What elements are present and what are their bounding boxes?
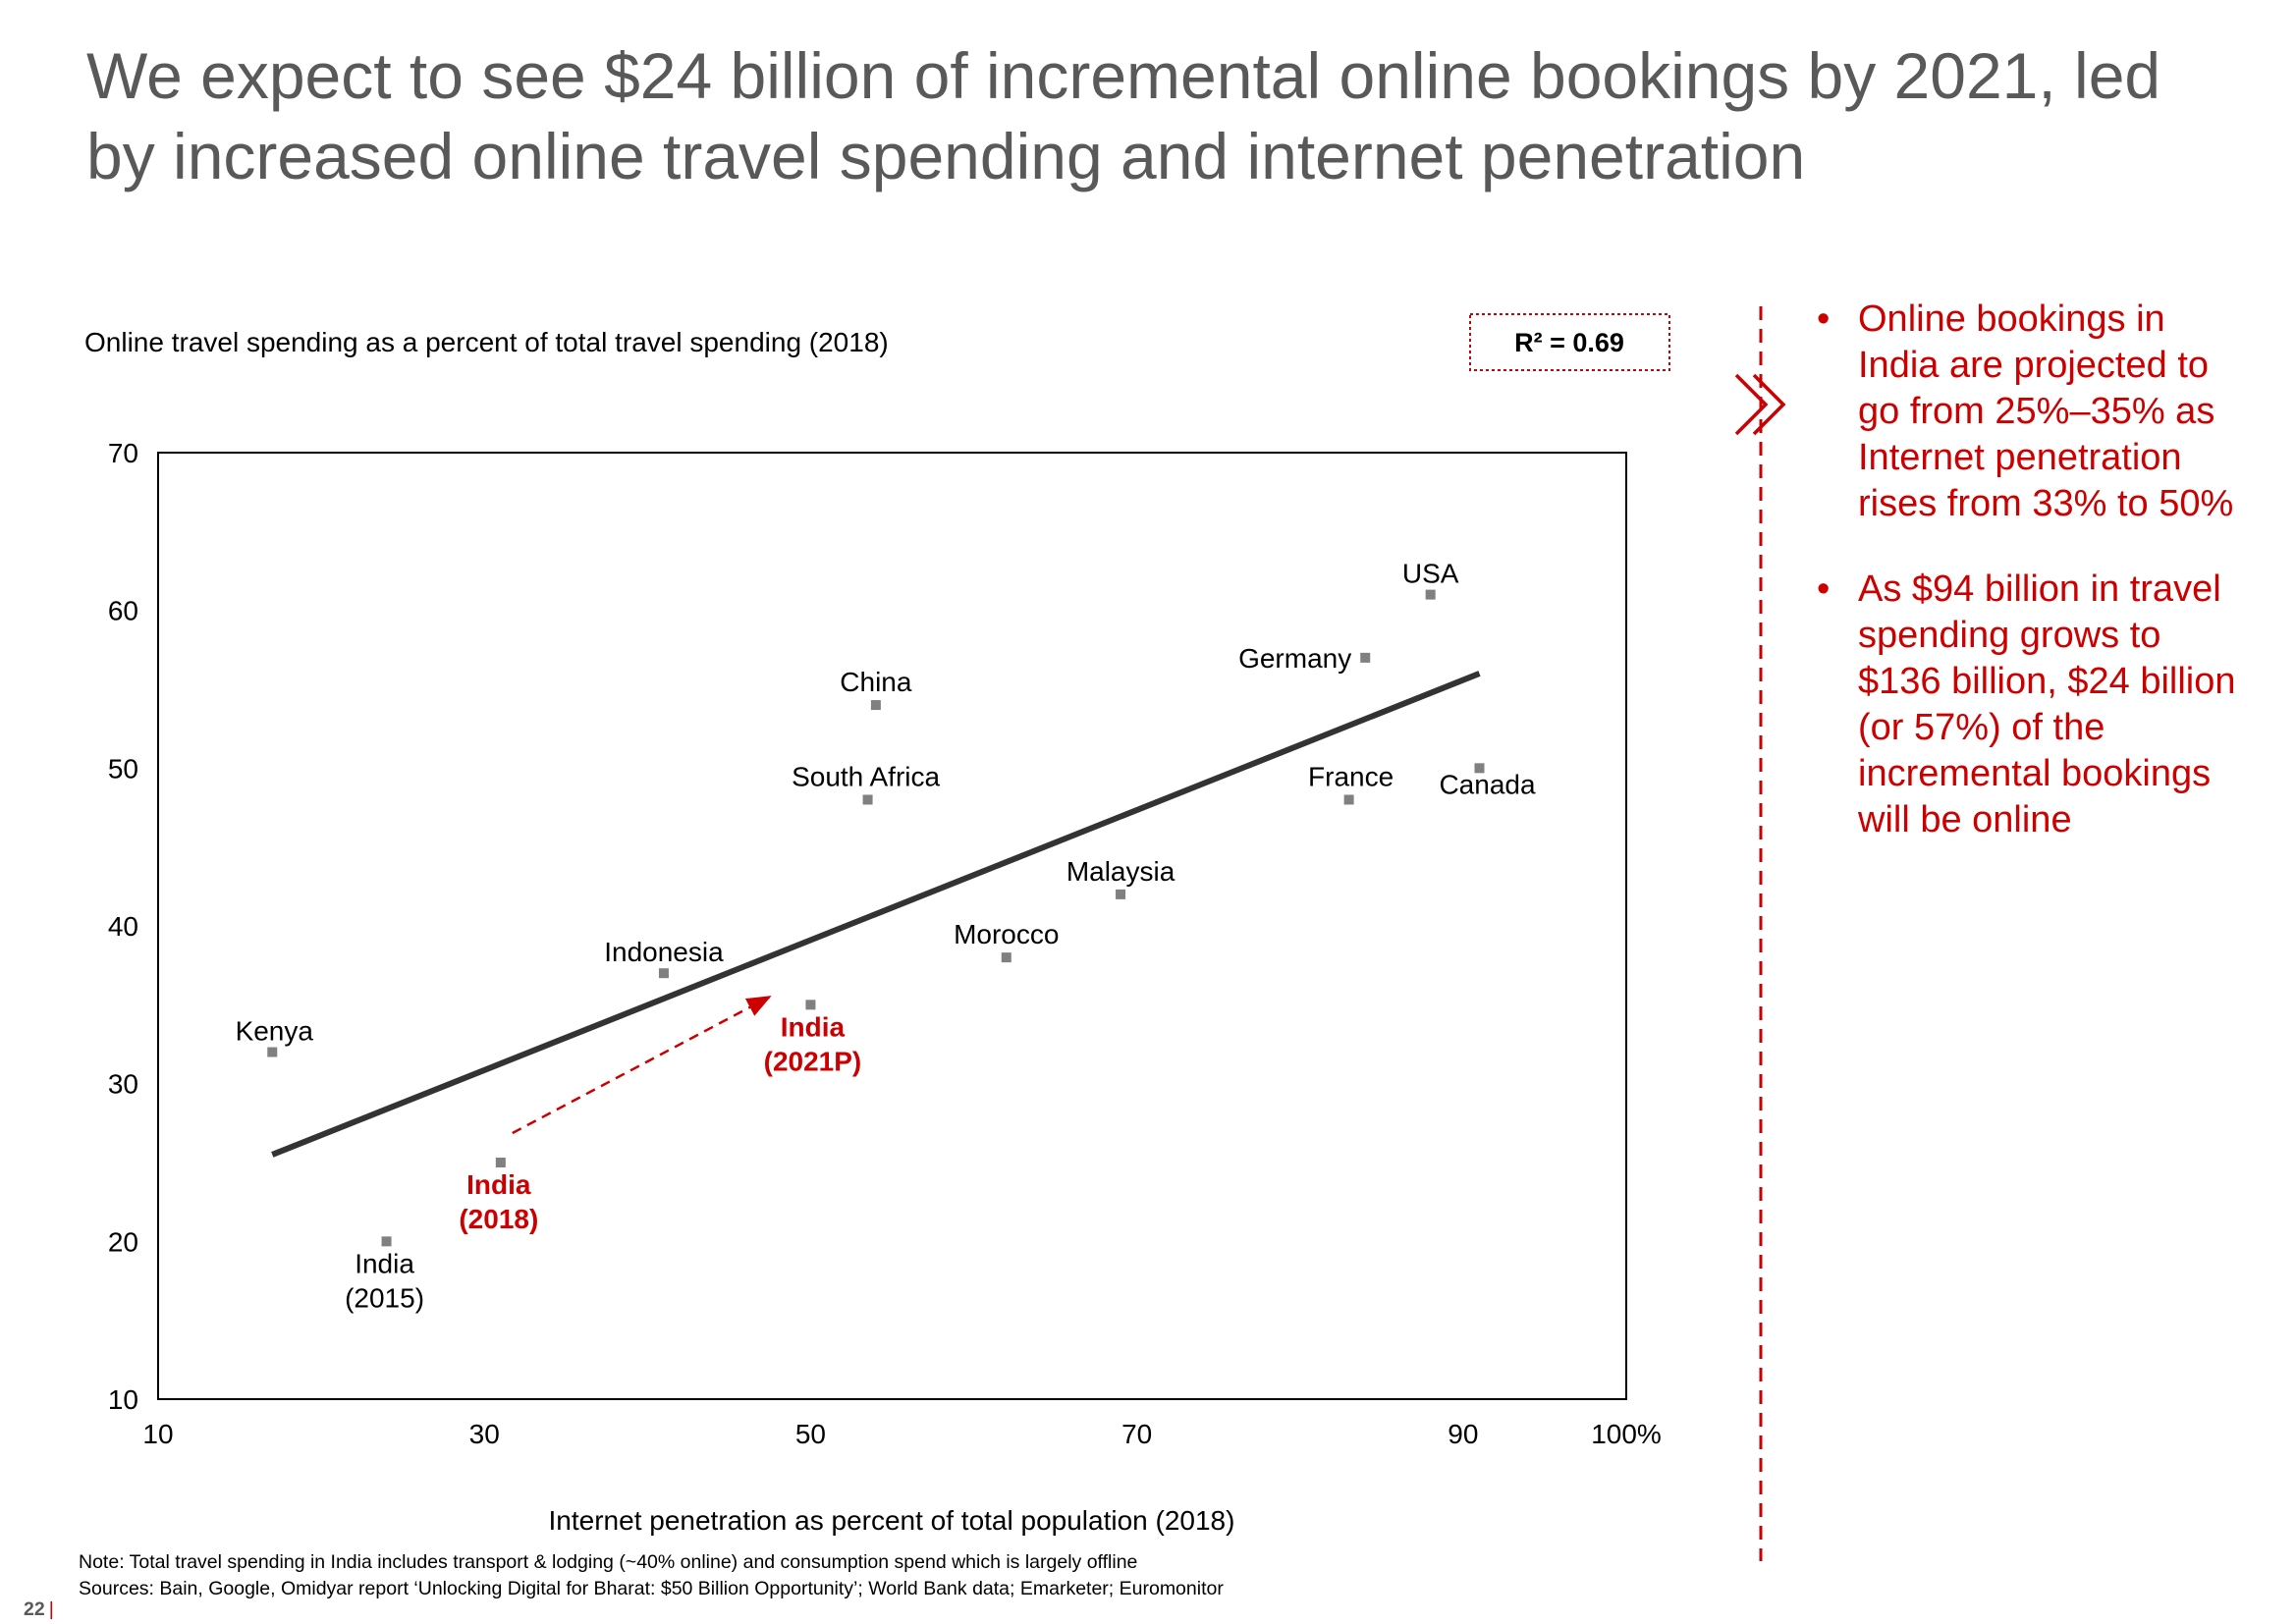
point-label: South Africa xyxy=(792,761,940,791)
x-tick-label: 70 xyxy=(1121,1419,1152,1449)
chart-title: Online travel spending as a percent of t… xyxy=(84,327,889,357)
x-axis-label: Internet penetration as percent of total… xyxy=(549,1505,1235,1536)
chevron-right-icon xyxy=(1734,373,1786,436)
point-marker xyxy=(267,1047,278,1057)
point-marker xyxy=(805,1000,816,1010)
insight-bullets: • Online bookings in India are projected… xyxy=(1817,297,2249,883)
scatter-point: Germany xyxy=(1238,643,1371,674)
bullet-item: • As $94 billion in travel spending grow… xyxy=(1817,567,2249,843)
point-label: India (2021P) xyxy=(764,1011,862,1076)
point-marker xyxy=(1360,652,1371,663)
data-points: Kenya India (2015) India (2018) Indonesia Indi… xyxy=(236,559,1536,1314)
point-label: Malaysia xyxy=(1066,856,1175,887)
point-label: India (2015) xyxy=(345,1248,424,1313)
y-tick-label: 70 xyxy=(108,438,138,468)
point-label: Indonesia xyxy=(604,937,724,967)
x-tick-label: 90 xyxy=(1448,1419,1478,1449)
point-marker xyxy=(1343,794,1354,805)
x-axis-ticks: 10 30 50 70 90 100% xyxy=(142,1419,1661,1449)
x-tick-label: 100% xyxy=(1591,1419,1662,1449)
point-label: Morocco xyxy=(954,919,1059,949)
page-number: 22 | xyxy=(24,1598,54,1621)
y-axis-ticks: 10 20 30 40 50 60 70 xyxy=(108,438,138,1415)
scatter-point: Indonesia xyxy=(604,937,724,979)
bullet-item: • Online bookings in India are projected… xyxy=(1817,297,2249,527)
footnotes: Note: Total travel spending in India inc… xyxy=(79,1549,1224,1602)
x-tick-label: 10 xyxy=(142,1419,173,1449)
bullet-dot: • xyxy=(1817,298,1831,340)
scatter-point: India (2015) xyxy=(345,1236,424,1313)
y-tick-label: 50 xyxy=(108,753,138,784)
point-label: India (2018) xyxy=(459,1169,538,1234)
point-marker xyxy=(1474,763,1485,774)
point-marker xyxy=(1425,589,1436,600)
point-label: Germany xyxy=(1238,643,1351,674)
scatter-point: Canada xyxy=(1439,763,1536,799)
y-tick-label: 40 xyxy=(108,911,138,942)
scatter-point: France xyxy=(1308,761,1394,805)
y-tick-label: 20 xyxy=(108,1226,138,1257)
point-marker xyxy=(658,968,669,979)
scatter-point: China xyxy=(840,667,912,711)
point-label: France xyxy=(1308,761,1394,791)
y-tick-label: 30 xyxy=(108,1069,138,1100)
note-text: Note: Total travel spending in India inc… xyxy=(79,1551,1138,1573)
scatter-point: India (2018) xyxy=(459,1158,538,1234)
trendline xyxy=(271,671,1481,1158)
page-number-bar: | xyxy=(48,1598,54,1620)
point-marker xyxy=(381,1236,392,1247)
scatter-point: South Africa xyxy=(792,761,940,805)
scatter-point: Malaysia xyxy=(1066,856,1175,899)
point-label: Canada xyxy=(1439,769,1536,799)
x-tick-label: 30 xyxy=(469,1419,500,1449)
scatter-point: India (2021P) xyxy=(764,1000,862,1076)
plot-frame xyxy=(157,452,1627,1400)
point-label: USA xyxy=(1402,559,1459,589)
bullet-dot: • xyxy=(1817,568,1831,610)
point-marker xyxy=(1116,889,1126,899)
r-squared-box: R² = 0.69 xyxy=(1469,313,1670,371)
scatter-point: Morocco xyxy=(954,919,1059,963)
point-marker xyxy=(1001,952,1011,963)
point-label: China xyxy=(840,667,912,697)
scatter-point: USA xyxy=(1402,559,1459,600)
x-tick-label: 50 xyxy=(795,1419,826,1449)
scatter-point: Kenya xyxy=(236,1016,314,1057)
page-title: We expect to see $24 billion of incremen… xyxy=(86,39,2161,192)
point-label: Kenya xyxy=(236,1016,314,1047)
page-number-value: 22 xyxy=(24,1598,45,1620)
sources-text: Sources: Bain, Google, Omidyar report ‘U… xyxy=(79,1578,1224,1599)
point-marker xyxy=(862,794,873,805)
y-tick-label: 60 xyxy=(108,596,138,626)
point-marker xyxy=(495,1158,506,1167)
india-growth-arrow xyxy=(512,996,772,1135)
y-tick-label: 10 xyxy=(108,1384,138,1415)
bullet-text: Online bookings in India are projected t… xyxy=(1858,298,2234,524)
r-squared-label: R² = 0.69 xyxy=(1514,328,1624,357)
point-marker xyxy=(870,700,881,711)
bullet-text: As $94 billion in travel spending grows … xyxy=(1858,568,2236,840)
